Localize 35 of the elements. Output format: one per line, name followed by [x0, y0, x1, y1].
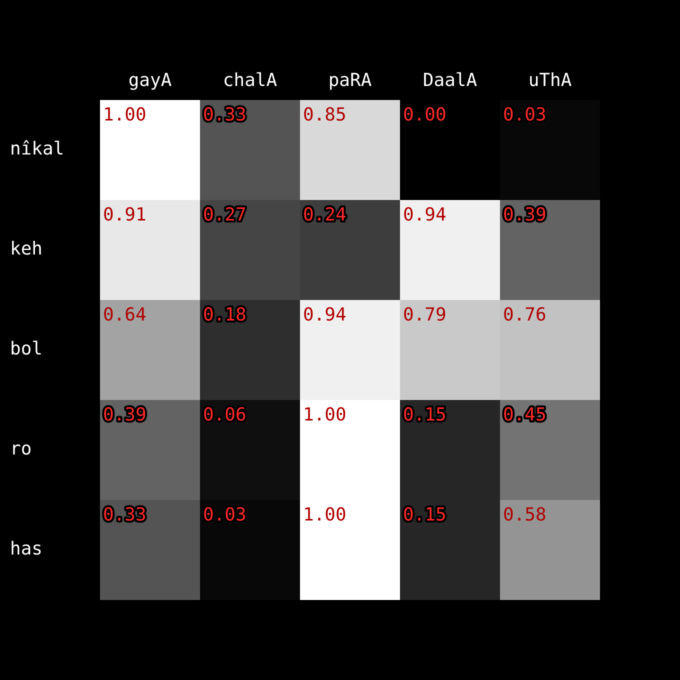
data-label: 0.85: [303, 104, 346, 126]
data-label: 0.24: [303, 204, 346, 226]
data-label: 0.15: [403, 404, 446, 426]
data-label: 0.58: [503, 504, 546, 526]
x-tick-label: uThA: [528, 70, 572, 91]
data-label: 0.64: [103, 304, 146, 326]
data-label: 0.03: [203, 504, 246, 526]
y-tick-label: bol: [10, 338, 43, 360]
data-label: 1.00: [103, 104, 146, 126]
data-label: 0.18: [203, 304, 246, 326]
data-label: 0.45: [503, 404, 546, 426]
data-label: 0.06: [203, 404, 246, 426]
x-tick-label: chalA: [222, 70, 278, 91]
data-label: 0.91: [103, 204, 146, 226]
data-label: 1.00: [303, 504, 346, 526]
y-tick-label: has: [10, 538, 43, 560]
y-tick-label: nîkal: [10, 138, 64, 160]
data-label: 0.39: [103, 404, 146, 426]
data-label: 0.94: [403, 204, 446, 226]
data-label: 0.76: [503, 304, 546, 326]
data-label: 0.33: [203, 104, 246, 126]
data-label: 1.00: [303, 404, 346, 426]
x-tick-label: gayA: [128, 70, 172, 91]
data-label: 0.33: [103, 504, 146, 526]
data-label: 0.79: [403, 304, 446, 326]
data-label: 0.03: [503, 104, 546, 126]
data-label: 0.00: [403, 104, 446, 126]
data-label: 0.15: [403, 504, 446, 526]
x-tick-label: paRA: [328, 70, 372, 91]
x-tick-label: DaalA: [422, 70, 478, 91]
y-tick-label: keh: [10, 238, 43, 260]
data-label: 0.27: [203, 204, 246, 226]
data-label: 0.39: [503, 204, 546, 226]
y-tick-label: ro: [10, 438, 32, 460]
data-label: 0.94: [303, 304, 346, 326]
